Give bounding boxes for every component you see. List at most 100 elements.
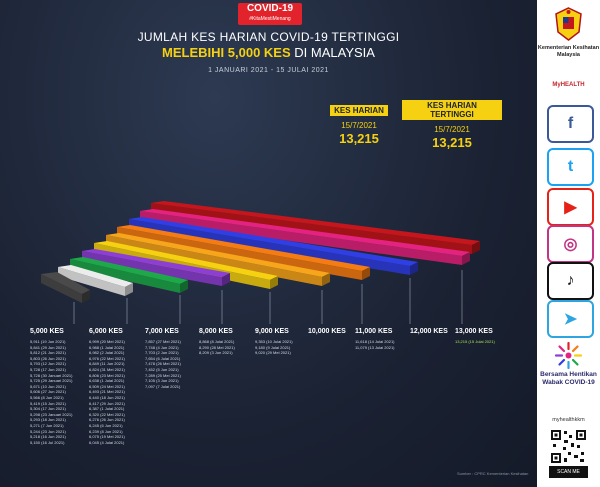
level-entry: 6,824 (31 Mei 2021)	[89, 366, 125, 372]
level-entry: 5,566 (8 Jun 2021)	[30, 394, 64, 400]
brand-hashtag: #KitaMestiMenang	[249, 16, 291, 22]
instagram-icon: ◎	[563, 236, 578, 253]
bar-purple-top	[82, 249, 230, 277]
level-entry: 7,452 (5 Jun 2021)	[145, 366, 179, 372]
campaign-logo-icon	[554, 341, 583, 370]
bar-red-front	[151, 203, 472, 254]
level-entry: 6,806 (23 Mei 2021)	[89, 372, 125, 378]
qr-code-icon[interactable]	[549, 428, 588, 465]
level-entries: 5,911 (19 Jun 2021) 5,841 (29 Jun 2021) 5,…	[30, 339, 72, 445]
level-entry: 6,976 (22 Mei 2021)	[89, 355, 125, 361]
level-entry: 6,387 (1 Julai 2021)	[89, 406, 125, 412]
bar-yellow-top	[94, 241, 278, 280]
tiktok-icon: ♪	[566, 272, 575, 289]
youtube-button[interactable]: ▶	[547, 188, 594, 226]
level-entry: 6,245 (6 Jun 2021)	[89, 422, 123, 428]
level-entry: 7,105 (3 Jun 2021)	[145, 378, 179, 384]
tiktok-button[interactable]: ♪	[547, 262, 594, 300]
level-heading: 6,000 KES	[89, 328, 123, 335]
bar-blue	[129, 217, 418, 275]
level-entries: 8,868 (8 Julai 2021) 8,290 (28 Mei 2021) 8…	[199, 339, 235, 356]
title-line2: MELEBIHI 5,000 KES DI MALAYSIA	[0, 45, 537, 60]
level-entry: 5,728 (30 Januari 2021)	[30, 372, 73, 378]
bar-green-front	[70, 259, 180, 293]
level-entry: 6,276 (26 Jun 2021)	[89, 417, 125, 423]
level-heading: 12,000 KES	[410, 328, 448, 335]
level-entry: 6,440 (18 Jun 2021)	[89, 394, 125, 400]
level-entry: 7,748 (4 Jun 2021)	[145, 344, 179, 350]
telegram-icon: ➤	[563, 311, 578, 328]
level-entry: 5,218 (16 Jun 2021)	[30, 434, 66, 440]
bar-white-end	[125, 283, 133, 296]
level-entry: 5,304 (17 Jun 2021)	[30, 406, 66, 412]
level-entry: 8,868 (8 Julai 2021)	[199, 339, 235, 344]
level-entry: 5,803 (26 Jun 2021)	[30, 355, 66, 361]
level-heading: 9,000 KES	[255, 328, 289, 335]
bar-orange-top	[117, 225, 370, 271]
bar-amber-top	[106, 233, 330, 277]
level-entry: 9,353 (10 Julai 2021)	[255, 339, 293, 344]
level-heading: 7,000 KES	[145, 328, 179, 335]
bar-magenta-front	[140, 211, 462, 265]
covid19-brand: COVID-19 #KitaMestiMenang	[238, 3, 302, 25]
kes-harian-tertinggi-value: 13,215	[432, 135, 472, 150]
facebook-icon: f	[567, 115, 574, 132]
level-entry: 11,618 (14 Julai 2021)	[355, 339, 395, 344]
bar-yellow-end	[270, 276, 278, 289]
level-entry: 7,857 (27 Mei 2021)	[145, 339, 181, 344]
kes-harian-date: 15/7/2021	[341, 121, 377, 130]
level-heading: 5,000 KES	[30, 328, 64, 335]
level-entry: 5,419 (15 Jun 2021)	[30, 400, 66, 406]
level-heading: 10,000 KES	[308, 328, 346, 335]
bar-amber-front	[106, 235, 322, 286]
bar-green	[70, 257, 188, 293]
twitter-button[interactable]: t	[547, 148, 594, 186]
level-entry: 6,999 (20 Mei 2021)	[89, 339, 125, 344]
level-entry: 6,982 (2 Julai 2021)	[89, 350, 125, 356]
bar-white	[58, 265, 133, 296]
bar-orange-end	[362, 267, 370, 280]
level-entry: 8,209 (3 Jun 2021)	[199, 350, 233, 356]
telegram-button[interactable]: ➤	[547, 300, 594, 338]
youtube-icon: ▶	[564, 199, 577, 216]
level-entries: 13,215 (15 Julai 2021)	[455, 339, 495, 345]
level-entry: 7,289 (25 Mei 2021)	[145, 372, 181, 378]
bar-gray-front	[41, 274, 82, 303]
level-entry: 9,180 (9 Julai 2021)	[255, 344, 291, 350]
myhealth-logo: MyHEALTH	[552, 82, 585, 88]
level-entry: 5,671 (10 Jun 2021)	[30, 383, 66, 389]
level-entry: 5,911 (19 Jun 2021)	[30, 339, 66, 344]
bar-orange	[117, 225, 370, 280]
facebook-button[interactable]: f	[547, 105, 594, 143]
bar-magenta	[140, 209, 470, 265]
instagram-button[interactable]: ◎	[547, 225, 594, 263]
bar-white-front	[58, 267, 125, 296]
level-entry: 9,020 (29 Mei 2021)	[255, 350, 291, 356]
bar-magenta-top	[140, 209, 470, 256]
kes-harian-tertinggi-box: KES HARIAN TERTINGGI 15/7/2021 13,215	[402, 100, 502, 150]
bar-green-end	[180, 280, 188, 293]
level-entry: 6,509 (24 Mei 2021)	[89, 383, 125, 389]
bar-red-top	[151, 201, 480, 245]
level-entries: 11,618 (14 Julai 2021) 11,079 (13 Julai 2…	[355, 339, 395, 350]
level-entry: 7,097 (7 Julai 2021)	[145, 383, 181, 389]
level-entry: 5,725 (29 Januari 2021)	[30, 378, 73, 384]
level-entry: 7,478 (26 Mei 2021)	[145, 361, 181, 367]
bar-red	[151, 201, 480, 254]
level-entries: 7,857 (27 Mei 2021) 7,748 (4 Jun 2021) 7,7…	[145, 339, 181, 389]
bar-gray-end	[82, 290, 90, 303]
chart-area: COVID-19 #KitaMestiMenang JUMLAH KES HAR…	[0, 0, 537, 487]
level-heading: 8,000 KES	[199, 328, 233, 335]
bar-amber	[106, 233, 330, 286]
level-entry: 5,150 (16 Jul 2021)	[30, 439, 65, 445]
handle-text: myhealthkkm	[552, 417, 585, 423]
level-entry: 5,293 (18 Jun 2021)	[30, 417, 66, 423]
title-rest: DI MALAYSIA	[290, 45, 375, 60]
brand-name: COVID-19	[246, 3, 294, 14]
level-entry: 5,244 (23 Jun 2021)	[30, 428, 66, 434]
bar-orange-front	[117, 227, 362, 280]
bar-white-top	[58, 265, 133, 287]
scan-me-label: SCAN ME	[549, 466, 588, 478]
bar-gray	[41, 272, 90, 303]
